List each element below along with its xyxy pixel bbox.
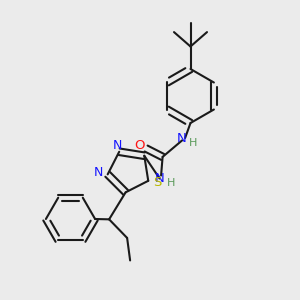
Text: N: N xyxy=(94,167,104,179)
Text: O: O xyxy=(134,139,145,152)
Text: S: S xyxy=(153,176,161,189)
Text: N: N xyxy=(155,172,164,185)
Text: H: H xyxy=(189,138,198,148)
Text: N: N xyxy=(113,139,122,152)
Text: H: H xyxy=(167,178,175,188)
Text: N: N xyxy=(177,132,187,146)
